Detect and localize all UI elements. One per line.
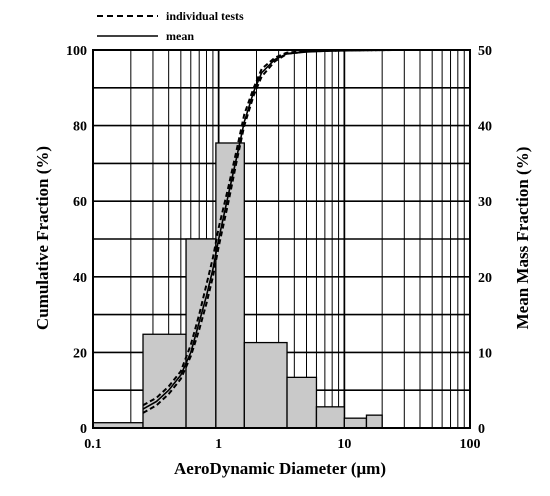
y-right-tick-label: 40	[478, 120, 492, 135]
plot-frame	[92, 49, 471, 429]
y-right-tick-label: 30	[478, 195, 492, 210]
legend-label-mean: mean	[166, 29, 194, 43]
histogram-bar	[286, 376, 318, 429]
y-right-tick-label: 0	[478, 422, 485, 437]
x-tick-label: 0.1	[84, 437, 102, 452]
y-left-tick-label: 100	[66, 44, 87, 59]
x-tick-label: 1	[215, 437, 222, 452]
y-right-tick-label: 10	[478, 346, 492, 361]
y-left-tick-label: 20	[73, 346, 87, 361]
y-left-tick-label: 40	[73, 271, 87, 286]
histogram-bar	[365, 414, 383, 429]
x-axis-title: AeroDynamic Diameter (μm)	[174, 459, 386, 478]
legend-label-individual-tests: individual tests	[166, 9, 244, 23]
y-left-tick-label: 80	[73, 120, 87, 135]
histogram-bar	[185, 238, 217, 429]
y-axis-left-title: Cumulative Fraction (%)	[33, 146, 52, 330]
x-tick-label: 100	[460, 437, 481, 452]
y-right-tick-label: 20	[478, 271, 492, 286]
series-line-mean	[142, 49, 395, 410]
histogram-bar	[243, 341, 288, 429]
y-left-tick-label: 60	[73, 195, 87, 210]
legend: individual tests mean	[97, 9, 244, 43]
cumulative-curves	[142, 49, 395, 414]
histogram-bars	[92, 142, 383, 429]
histogram-bar	[315, 406, 345, 429]
histogram-bar	[343, 417, 368, 429]
series-line-individual-test	[142, 49, 395, 407]
y-axis-right-title: Mean Mass Fraction (%)	[513, 147, 532, 330]
x-tick-label: 10	[337, 437, 351, 452]
y-right-tick-label: 50	[478, 44, 492, 59]
y-left-tick-label: 0	[80, 422, 87, 437]
